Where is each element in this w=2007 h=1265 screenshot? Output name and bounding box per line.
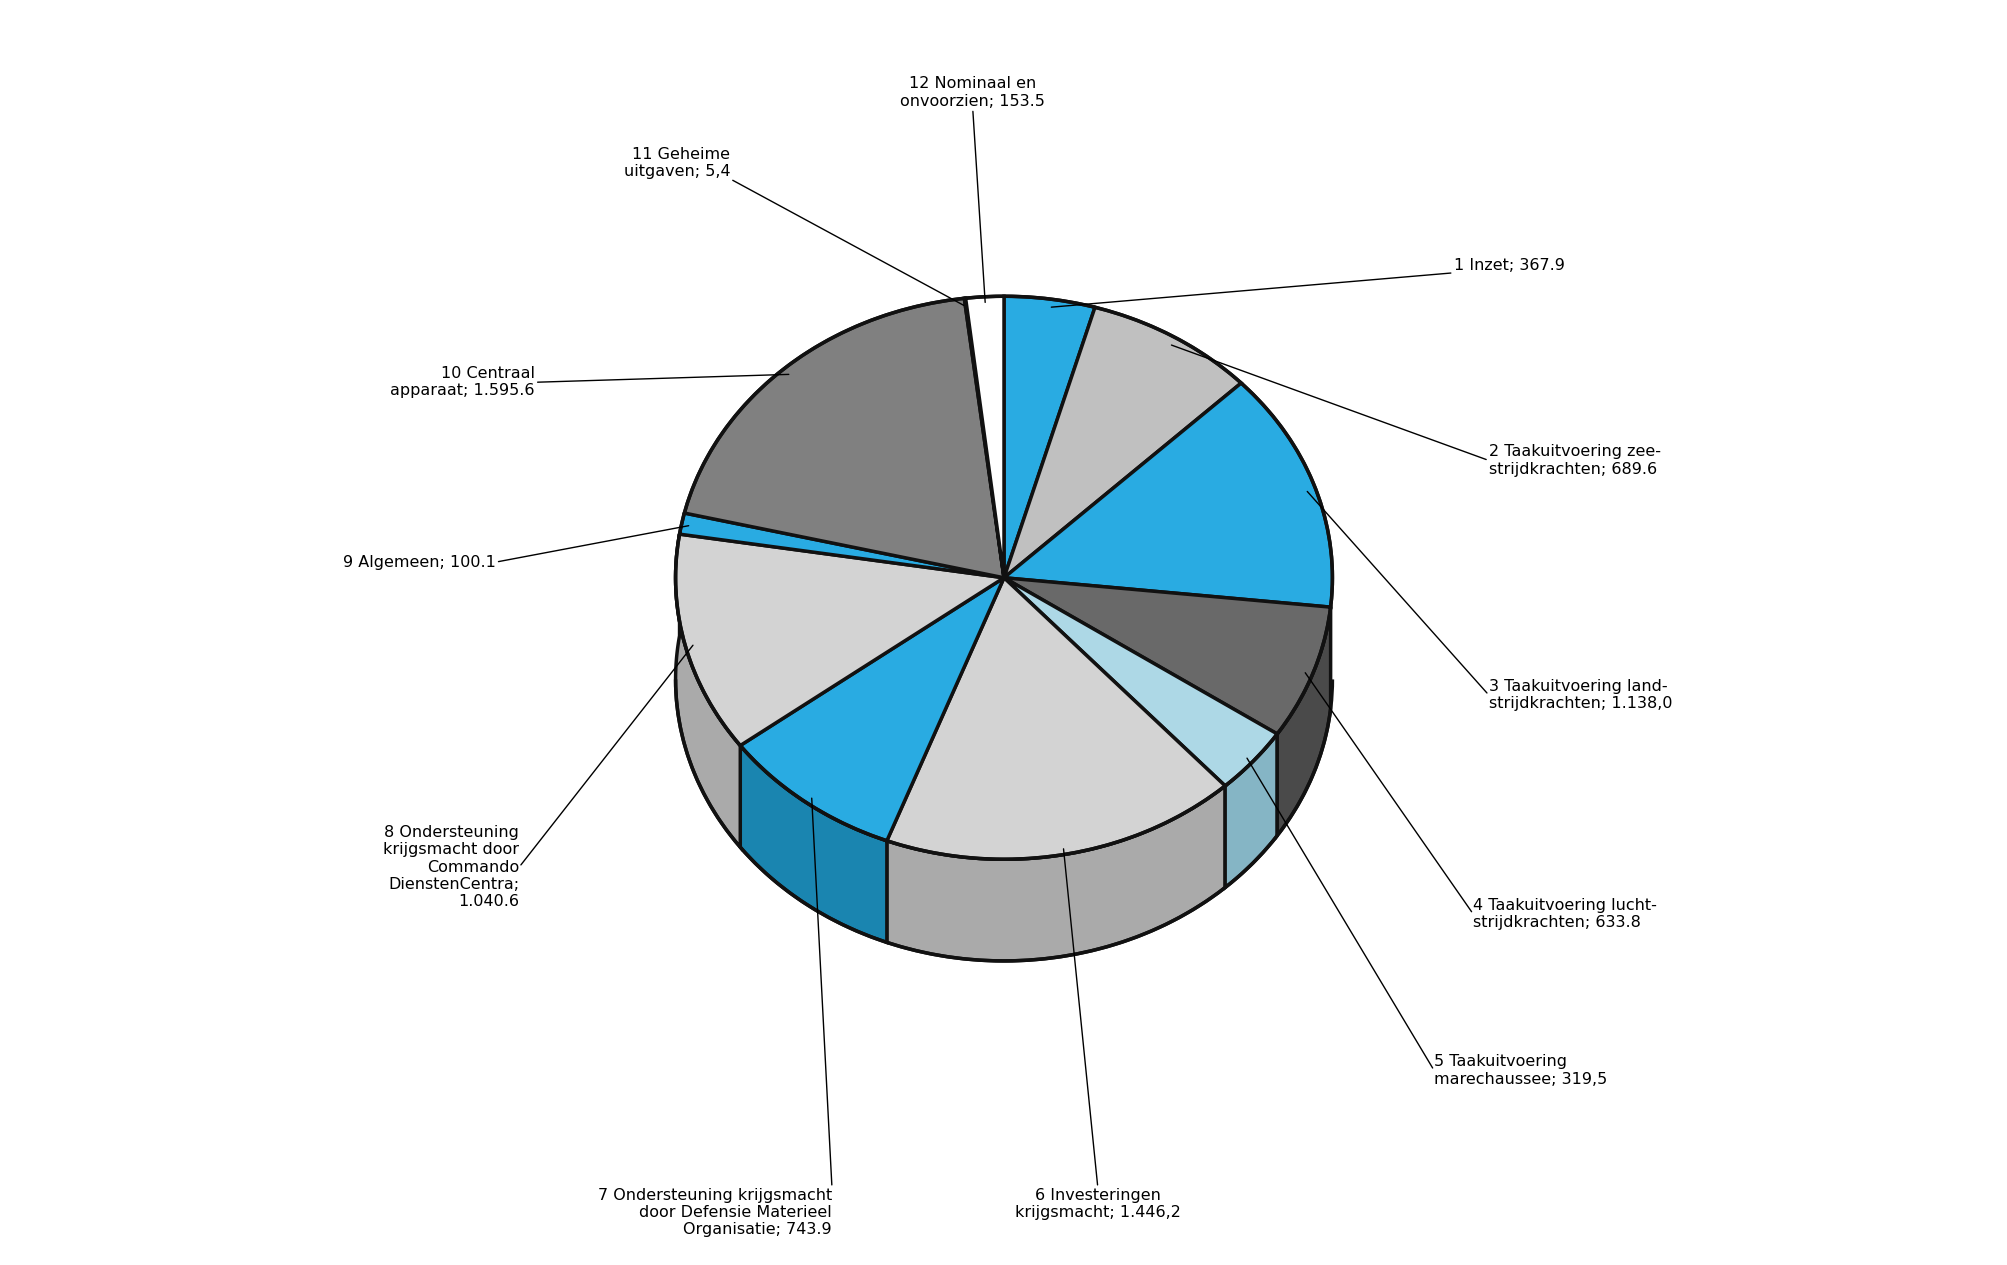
Text: 9 Algemeen; 100.1: 9 Algemeen; 100.1: [343, 554, 496, 569]
Text: 4 Taakuitvoering lucht-
strijdkrachten; 633.8: 4 Taakuitvoering lucht- strijdkrachten; …: [1473, 898, 1656, 930]
Polygon shape: [887, 786, 1224, 961]
Text: 12 Nominaal en
onvoorzien; 153.5: 12 Nominaal en onvoorzien; 153.5: [899, 76, 1044, 109]
Text: 5 Taakuitvoering
marechaussee; 319,5: 5 Taakuitvoering marechaussee; 319,5: [1433, 1054, 1606, 1087]
Polygon shape: [1004, 307, 1240, 578]
Polygon shape: [1004, 578, 1276, 786]
Text: 2 Taakuitvoering zee-
strijdkrachten; 689.6: 2 Taakuitvoering zee- strijdkrachten; 68…: [1487, 444, 1660, 477]
Polygon shape: [674, 534, 1004, 745]
Polygon shape: [1004, 383, 1333, 607]
Text: 10 Centraal
apparaat; 1.595.6: 10 Centraal apparaat; 1.595.6: [389, 366, 534, 398]
Text: 11 Geheime
uitgaven; 5,4: 11 Geheime uitgaven; 5,4: [624, 147, 731, 178]
Polygon shape: [1004, 296, 1094, 578]
Text: 3 Taakuitvoering land-
strijdkrachten; 1.138,0: 3 Taakuitvoering land- strijdkrachten; 1…: [1487, 679, 1672, 711]
Text: 6 Investeringen
krijgsmacht; 1.446,2: 6 Investeringen krijgsmacht; 1.446,2: [1014, 1188, 1180, 1219]
Polygon shape: [1224, 734, 1276, 888]
Polygon shape: [678, 514, 1004, 578]
Text: 1 Inzet; 367.9: 1 Inzet; 367.9: [1453, 258, 1563, 273]
Polygon shape: [963, 299, 1004, 578]
Polygon shape: [674, 534, 741, 848]
Polygon shape: [684, 299, 1004, 578]
Polygon shape: [965, 296, 1004, 578]
Text: 7 Ondersteuning krijgsmacht
door Defensie Materieel
Organisatie; 743.9: 7 Ondersteuning krijgsmacht door Defensi…: [598, 1188, 831, 1237]
Text: 8 Ondersteuning
krijgsmacht door
Commando
DienstenCentra;
1.040.6: 8 Ondersteuning krijgsmacht door Command…: [383, 825, 520, 910]
Polygon shape: [1004, 578, 1331, 734]
Polygon shape: [741, 578, 1004, 841]
Polygon shape: [887, 578, 1224, 859]
Polygon shape: [1276, 607, 1331, 836]
Polygon shape: [741, 745, 887, 942]
